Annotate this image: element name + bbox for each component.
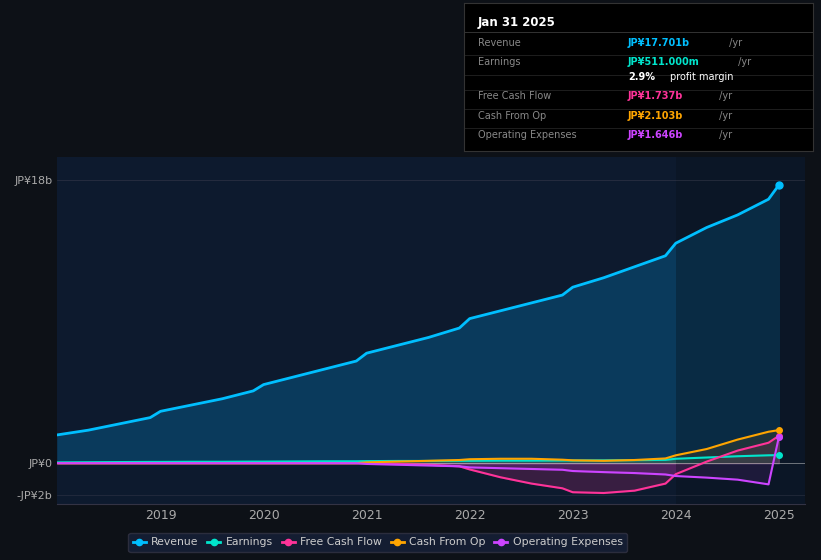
Text: Operating Expenses: Operating Expenses [478, 130, 576, 140]
Text: JP¥1.646b: JP¥1.646b [628, 130, 683, 140]
Text: JP¥511.000m: JP¥511.000m [628, 57, 699, 67]
Text: /yr: /yr [716, 91, 732, 101]
Text: Cash From Op: Cash From Op [478, 110, 546, 120]
Text: JP¥2.103b: JP¥2.103b [628, 110, 683, 120]
Text: Free Cash Flow: Free Cash Flow [478, 91, 551, 101]
Legend: Revenue, Earnings, Free Cash Flow, Cash From Op, Operating Expenses: Revenue, Earnings, Free Cash Flow, Cash … [128, 533, 627, 552]
Text: /yr: /yr [716, 110, 732, 120]
Text: /yr: /yr [716, 130, 732, 140]
Text: profit margin: profit margin [670, 72, 733, 82]
Text: Revenue: Revenue [478, 38, 521, 48]
Text: JP¥1.737b: JP¥1.737b [628, 91, 683, 101]
Text: 2.9%: 2.9% [628, 72, 655, 82]
Text: JP¥17.701b: JP¥17.701b [628, 38, 690, 48]
Bar [676, 157, 810, 504]
Text: Jan 31 2025: Jan 31 2025 [478, 16, 556, 29]
Text: /yr: /yr [736, 57, 751, 67]
Text: /yr: /yr [726, 38, 741, 48]
Text: Earnings: Earnings [478, 57, 521, 67]
